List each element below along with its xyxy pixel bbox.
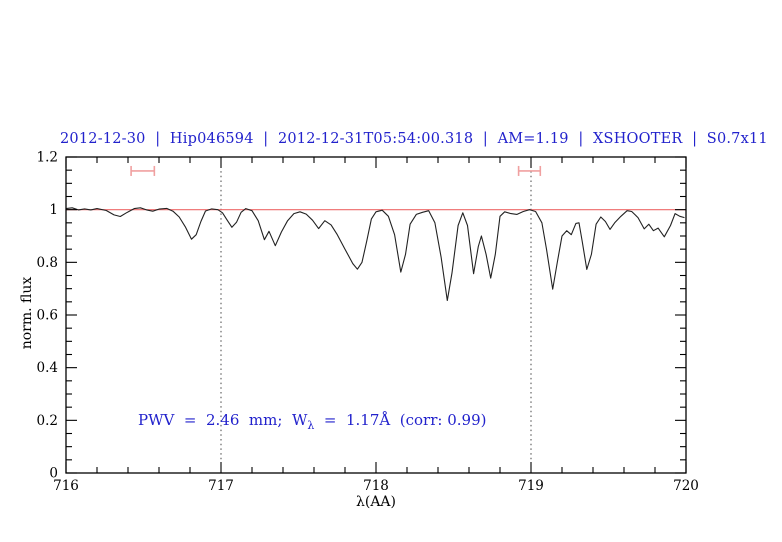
y-tick-label: 0.8 [37, 255, 58, 271]
x-axis-label: λ(AA) [355, 494, 397, 510]
y-tick-label: 0.2 [37, 413, 58, 429]
pwv-annotation-suffix: = 1.17Å (corr: 0.99) [314, 411, 487, 429]
x-tick-label: 720 [673, 478, 699, 494]
y-tick-label: 0.4 [37, 360, 58, 376]
axis-ticks [65, 156, 687, 474]
y-tick-label: 1 [49, 202, 58, 218]
pwv-annotation: PWV = 2.46 mm; Wλ = 1.17Å (corr: 0.99) [138, 411, 486, 432]
measurement-range-marker [517, 165, 542, 176]
pwv-annotation-lambda-subscript: λ [307, 419, 315, 432]
spectrum-line [65, 207, 685, 302]
y-tick-label: 0 [49, 466, 58, 482]
x-tick-label: 716 [53, 478, 79, 494]
x-tick-label: 717 [208, 478, 234, 494]
x-tick-label: 719 [518, 478, 544, 494]
y-tick-label: 0.6 [37, 308, 58, 324]
y-tick-label: 1.2 [37, 150, 58, 166]
pwv-annotation-prefix: PWV = 2.46 mm; W [138, 411, 308, 429]
x-tick-label: 718 [363, 478, 389, 494]
measurement-range-marker [130, 165, 156, 176]
